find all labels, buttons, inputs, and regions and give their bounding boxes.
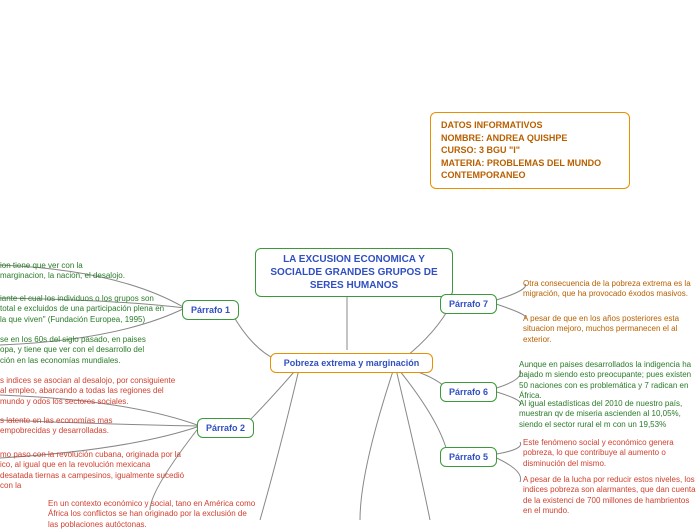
parrafo-2-node[interactable]: Párrafo 2 bbox=[197, 418, 254, 438]
left-text-2: iante el cual los individuos o los grupo… bbox=[0, 294, 170, 325]
info-line-3: CURSO: 3 BGU "I" bbox=[441, 144, 619, 157]
right-text-2: A pesar de que en los años posteriores e… bbox=[523, 314, 693, 345]
left-text-4: s indices se asocian al desalojo, por co… bbox=[0, 376, 180, 407]
left-text-1: ion tiene que ver con la marginacion, la… bbox=[0, 261, 130, 282]
right-text-5: Este fenómeno social y económico genera … bbox=[523, 438, 696, 469]
right-text-3: Aunque en paises desarrollados la indige… bbox=[519, 360, 696, 402]
right-text-1: Otra consecuencia de la pobreza extrema … bbox=[523, 279, 693, 300]
left-text-3: se en los 60s del siglo pasado, en paise… bbox=[0, 335, 155, 366]
info-line-1: DATOS INFORMATIVOS bbox=[441, 119, 619, 132]
parrafo-7-node[interactable]: Párrafo 7 bbox=[440, 294, 497, 314]
info-line-5: CONTEMPORANEO bbox=[441, 169, 619, 182]
title-node[interactable]: LA EXCUSION ECONOMICA Y SOCIALDE GRANDES… bbox=[255, 248, 453, 297]
parrafo-1-node[interactable]: Párrafo 1 bbox=[182, 300, 239, 320]
right-text-4: Al igual estadísticas del 2010 de nuestr… bbox=[519, 399, 696, 430]
info-box: DATOS INFORMATIVOS NOMBRE: ANDREA QUISHP… bbox=[430, 112, 630, 189]
parrafo-5-node[interactable]: Párrafo 5 bbox=[440, 447, 497, 467]
info-line-2: NOMBRE: ANDREA QUISHPE bbox=[441, 132, 619, 145]
info-line-4: MATERIA: PROBLEMAS DEL MUNDO bbox=[441, 157, 619, 170]
left-text-5: s latente en las economías mas empobreci… bbox=[0, 416, 160, 437]
left-text-6: mo paso con la revolución cubana, origin… bbox=[0, 450, 185, 492]
right-text-6: A pesar de la lucha por reducir estos ni… bbox=[523, 475, 696, 517]
left-text-7: En un contexto económico y social, tano … bbox=[48, 499, 258, 530]
parrafo-6-node[interactable]: Párrafo 6 bbox=[440, 382, 497, 402]
center-node[interactable]: Pobreza extrema y marginación bbox=[270, 353, 433, 373]
